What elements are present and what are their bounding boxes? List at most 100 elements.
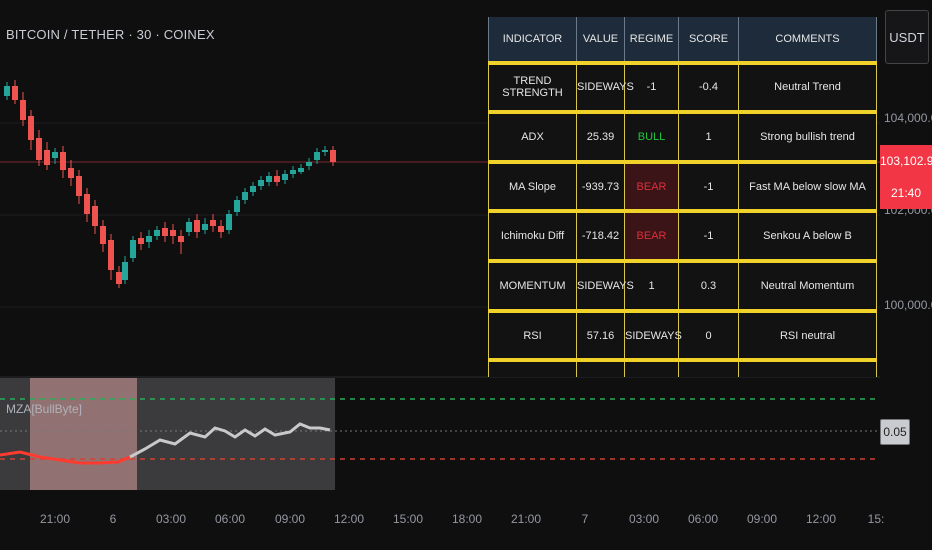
candle [92,206,98,226]
cell-score: -1 [678,211,739,264]
header-comments: COMMENTS [738,17,877,63]
candle [210,220,216,226]
cell-indicator: Ichimoku Diff [488,211,577,264]
candle [36,138,42,160]
candle [250,186,256,192]
cell-indicator: MOMENTUM [488,261,577,313]
candle [116,272,122,284]
cell-comment: Strong bullish trend [738,112,877,164]
table-header-row: INDICATOR VALUE REGIME SCORE COMMENTS [488,17,877,63]
cell-value: SIDEWAYS [576,60,634,115]
candle [306,162,312,166]
currency-selector-button[interactable]: USDT [885,10,929,64]
candle [76,176,82,196]
candle [226,214,232,230]
candle [12,86,18,100]
cell-score: -0.4 [678,60,739,115]
candle [170,230,176,236]
candle [154,230,160,236]
candle [122,262,128,280]
table-row: Ichimoku Diff -718.42 BEAR -1 Senkou A b… [488,211,877,264]
table-row: ADX 25.39 BULL 1 Strong bullish trend [488,112,877,164]
price-axis-label: 104,000.00 [884,111,932,125]
cell-regime: -1 [624,60,679,115]
cell-value: 57.16 [576,310,625,363]
indicator-bear-zone [30,378,137,490]
header-value: VALUE [576,17,625,63]
price-chart[interactable] [0,0,880,510]
cell-regime: BEAR [624,211,679,264]
candle [162,228,168,236]
candle [28,116,34,140]
regime-metrics-table: INDICATOR VALUE REGIME SCORE COMMENTS TR… [488,17,877,377]
cell-regime: 1 [624,261,679,313]
cell-comment: Fast MA below slow MA [738,161,877,214]
time-axis[interactable]: 21:00 6 03:00 06:00 09:00 12:00 15:00 18… [0,512,884,532]
candle [314,152,320,160]
candles [4,80,336,288]
cell-value: -939.73 [576,161,625,214]
cell-comment: Neutral Momentum [738,261,877,313]
header-regime: REGIME [624,17,679,63]
indicator-value-tag: 0.05 [880,419,910,445]
candle [298,168,304,172]
indicator-line-bear [0,450,131,465]
candle [258,180,264,186]
candle [100,226,106,244]
cell-indicator: MA Slope [488,161,577,214]
cell-indicator: TREND STRENGTH [488,60,577,115]
candle [266,176,272,182]
candle [60,152,66,170]
candle [218,226,224,232]
candle [234,200,240,212]
candle [4,86,10,96]
cell-comment: Neutral Trend [738,60,877,115]
time-tick: 12:00 [333,512,365,526]
time-tick: 18:00 [451,512,483,526]
candle [146,236,152,242]
candle [130,240,136,258]
cell-indicator: RSI [488,310,577,363]
indicator-title[interactable]: MZA[BullByte] [6,402,83,416]
candle [322,150,328,152]
cell-regime: SIDEWAYS [624,310,682,363]
current-price-tag: 103,102.97 21:40 [880,145,932,209]
indicator-line [129,422,331,459]
candle [178,236,184,242]
candle [274,176,280,182]
candle [20,100,26,120]
time-tick: 06:00 [214,512,246,526]
cell-score: -1 [678,161,739,214]
candle [44,150,50,165]
current-price: 103,102.97 [880,154,932,168]
table-row: MA Slope -939.73 BEAR -1 Fast MA below s… [488,161,877,214]
candle [52,152,58,158]
candle [202,224,208,230]
time-tick: 09:00 [746,512,778,526]
table-row: RSI 57.16 SIDEWAYS 0 RSI neutral [488,310,877,363]
candle [282,174,288,180]
time-tick: 12:00 [805,512,837,526]
time-tick: 21:00 [39,512,71,526]
cell-value: -718.42 [576,211,625,264]
time-tick: 06:00 [687,512,719,526]
cell-value: 25.39 [576,112,625,164]
cell-score: 1 [678,112,739,164]
candle [108,240,114,270]
candle [84,194,90,214]
table-row: TREND STRENGTH SIDEWAYS -1 -0.4 Neutral … [488,60,877,115]
candle [242,192,248,200]
candle [194,220,200,232]
header-score: SCORE [678,17,739,63]
cell-comment: Senkou A below B [738,211,877,264]
cell-regime: BEAR [624,161,679,214]
candle [186,222,192,232]
header-indicator: INDICATOR [488,17,577,63]
candle [68,168,74,178]
bar-countdown: 21:40 [890,186,922,200]
cell-value: SIDEWAYS [576,261,634,313]
time-tick: 03:00 [155,512,187,526]
table-row: MOMENTUM SIDEWAYS 1 0.3 Neutral Momentum [488,261,877,313]
candle [138,238,144,244]
time-tick: 15:00 [392,512,424,526]
